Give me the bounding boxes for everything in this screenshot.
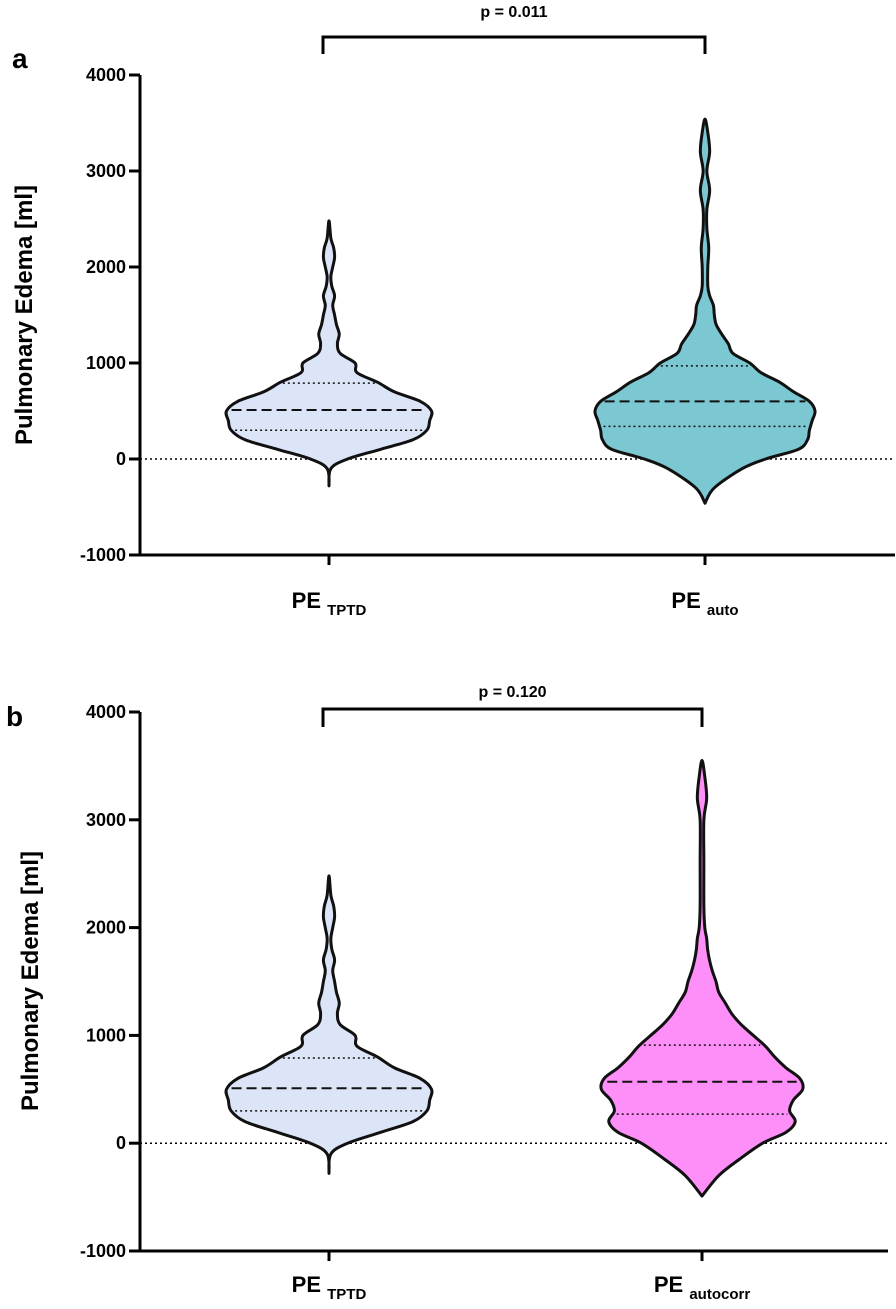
- p-value-label: p = 0.120: [478, 684, 546, 701]
- y-tick-label: 0: [116, 1133, 126, 1153]
- significance-bracket: [321, 35, 707, 54]
- y-tick-label: 3000: [86, 810, 126, 830]
- y-tick-label: 1000: [86, 353, 126, 373]
- violin-autocorr: [599, 759, 805, 1198]
- y-tick-label: 4000: [86, 702, 126, 722]
- x-tick-label: PE TPTD: [292, 588, 367, 619]
- panel-label: a: [12, 43, 28, 74]
- x-tick-label: PE autocorr: [654, 1272, 750, 1303]
- significance-bracket: [321, 707, 704, 727]
- panel-label: b: [6, 701, 23, 732]
- violin-tptd: [224, 874, 434, 1175]
- y-axis-label: Pulmonary Edema [ml]: [17, 851, 44, 1111]
- y-tick-label: 4000: [86, 65, 126, 85]
- p-value-label: p = 0.011: [480, 4, 547, 21]
- y-axis-label: Pulmonary Edema [ml]: [11, 185, 38, 445]
- y-tick-label: 1000: [86, 1025, 126, 1045]
- y-tick-label: -1000: [80, 1241, 126, 1261]
- y-tick-label: 2000: [86, 257, 126, 277]
- violin-auto: [593, 117, 817, 505]
- x-tick-label: PE TPTD: [292, 1272, 367, 1303]
- y-tick-label: 0: [116, 449, 126, 469]
- x-tick-label: PE auto: [671, 588, 738, 619]
- violin-tptd: [224, 219, 434, 488]
- y-tick-label: 3000: [86, 161, 126, 181]
- y-tick-label: 2000: [86, 918, 126, 938]
- y-tick-label: -1000: [80, 545, 126, 565]
- chart-panel-a: PE TPTD PE auto -1000 0 1000 2000 3000 4000 Pulm…: [11, 4, 895, 619]
- chart-panel-b: PE TPTD PE autocorr -1000 0 1000 2000 3000 4000…: [6, 684, 888, 1303]
